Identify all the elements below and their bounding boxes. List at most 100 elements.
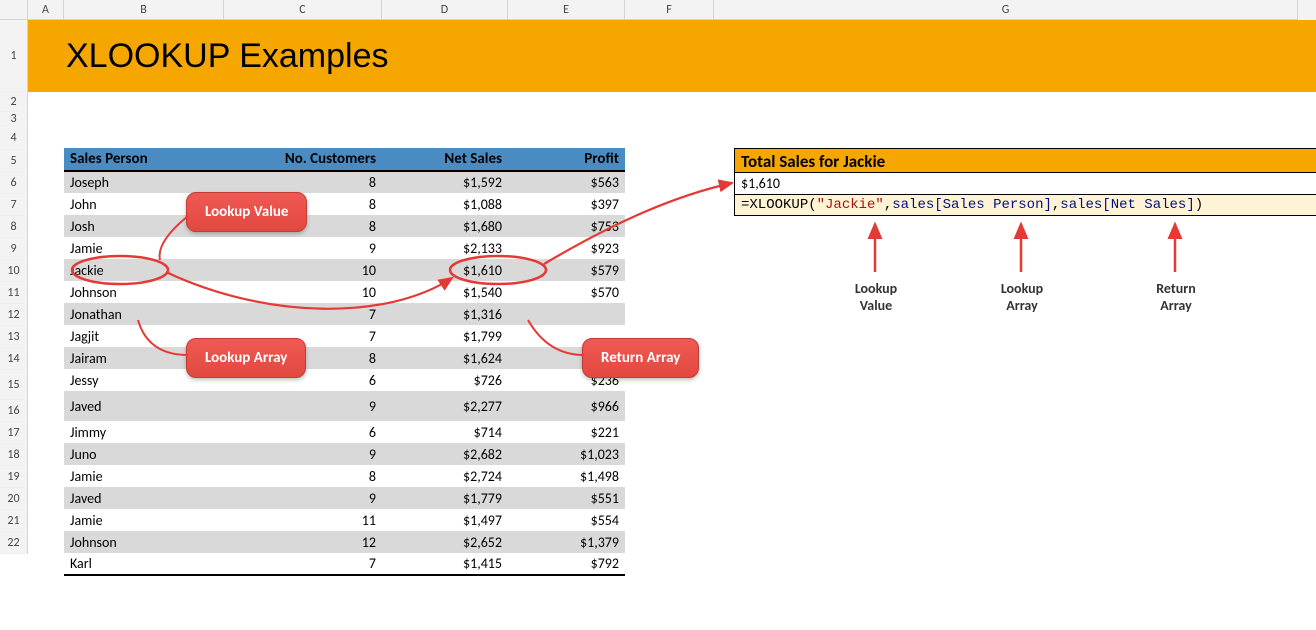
row-header-3[interactable]: 3 <box>0 112 28 126</box>
table-cell[interactable]: $726 <box>382 369 508 391</box>
table-cell[interactable]: Johnson <box>64 531 224 553</box>
table-cell[interactable]: 9 <box>224 487 382 509</box>
table-cell[interactable] <box>508 303 625 325</box>
table-cell[interactable]: 9 <box>224 391 382 421</box>
table-cell[interactable]: 12 <box>224 531 382 553</box>
row-header-21[interactable]: 21 <box>0 510 28 532</box>
row-header-20[interactable]: 20 <box>0 488 28 510</box>
row-header-10[interactable]: 10 <box>0 260 28 282</box>
table-cell[interactable]: $2,682 <box>382 443 508 465</box>
table-cell[interactable]: 8 <box>224 465 382 487</box>
table-cell[interactable]: $1,680 <box>382 215 508 237</box>
col-header-f[interactable]: F <box>625 0 714 20</box>
table-cell[interactable]: $221 <box>508 421 625 443</box>
table-cell[interactable]: $2,724 <box>382 465 508 487</box>
table-cell[interactable]: $2,133 <box>382 237 508 259</box>
table-cell[interactable]: $579 <box>508 259 625 281</box>
table-cell[interactable]: Jonathan <box>64 303 224 325</box>
row-header-5[interactable]: 5 <box>0 150 28 172</box>
table-cell[interactable]: $1,498 <box>508 465 625 487</box>
table-cell[interactable]: $2,277 <box>382 391 508 421</box>
table-row: Joseph8$1,592$563 <box>64 171 625 193</box>
table-cell[interactable]: 11 <box>224 509 382 531</box>
row-header-17[interactable]: 17 <box>0 422 28 444</box>
table-cell[interactable]: $714 <box>382 421 508 443</box>
table-cell[interactable]: $1,624 <box>382 347 508 369</box>
table-cell[interactable]: $1,316 <box>382 303 508 325</box>
row-header-4[interactable]: 4 <box>0 126 28 150</box>
table-cell[interactable]: 9 <box>224 443 382 465</box>
table-cell[interactable]: $1,088 <box>382 193 508 215</box>
table-row: Johnson10$1,540$570 <box>64 281 625 303</box>
row-header-11[interactable]: 11 <box>0 282 28 304</box>
table-cell[interactable]: 10 <box>224 259 382 281</box>
row-header-16[interactable]: 16 <box>0 400 28 422</box>
table-cell[interactable]: Jackie <box>64 259 224 281</box>
col-header-a[interactable]: A <box>28 0 64 20</box>
table-header-row: Sales Person No. Customers Net Sales Pro… <box>64 148 625 171</box>
table-cell[interactable]: Jamie <box>64 509 224 531</box>
table-cell[interactable]: 6 <box>224 421 382 443</box>
table-cell[interactable]: 10 <box>224 281 382 303</box>
table-cell[interactable]: $1,540 <box>382 281 508 303</box>
table-cell[interactable]: $1,799 <box>382 325 508 347</box>
table-cell[interactable]: $753 <box>508 215 625 237</box>
table-cell[interactable]: Juno <box>64 443 224 465</box>
table-cell[interactable]: 7 <box>224 553 382 575</box>
row-header-2[interactable]: 2 <box>0 92 28 112</box>
row-header-18[interactable]: 18 <box>0 444 28 466</box>
col-header-d[interactable]: D <box>382 0 508 20</box>
row-header-9[interactable]: 9 <box>0 238 28 260</box>
table-cell[interactable]: Johnson <box>64 281 224 303</box>
row-header-22[interactable]: 22 <box>0 532 28 554</box>
table-cell[interactable]: $1,497 <box>382 509 508 531</box>
th-no-customers[interactable]: No. Customers <box>224 148 382 171</box>
th-sales-person[interactable]: Sales Person <box>64 148 224 171</box>
table-cell[interactable]: Javed <box>64 487 224 509</box>
result-header[interactable]: Total Sales for Jackie <box>734 148 1316 172</box>
row-header-7[interactable]: 7 <box>0 194 28 216</box>
table-cell[interactable]: $1,779 <box>382 487 508 509</box>
table-cell[interactable]: Jimmy <box>64 421 224 443</box>
col-header-c[interactable]: C <box>224 0 382 20</box>
result-value[interactable]: $1,610 <box>734 172 1316 194</box>
col-header-b[interactable]: B <box>64 0 224 20</box>
row-header-15[interactable]: 15 <box>0 370 28 400</box>
table-cell[interactable]: Jamie <box>64 237 224 259</box>
table-cell[interactable]: $2,652 <box>382 531 508 553</box>
sheet-content: XLOOKUP Examples Sales Person No. Custom… <box>28 20 1316 630</box>
row-header-8[interactable]: 8 <box>0 216 28 238</box>
table-cell[interactable]: 7 <box>224 303 382 325</box>
table-cell[interactable]: Karl <box>64 553 224 575</box>
select-all-corner[interactable] <box>0 0 28 20</box>
table-cell[interactable]: $1,415 <box>382 553 508 575</box>
th-net-sales[interactable]: Net Sales <box>382 148 508 171</box>
table-cell[interactable]: $570 <box>508 281 625 303</box>
row-header-1[interactable]: 1 <box>0 20 28 92</box>
table-cell[interactable]: $1,023 <box>508 443 625 465</box>
table-cell[interactable]: $1,379 <box>508 531 625 553</box>
table-cell[interactable]: Jamie <box>64 465 224 487</box>
table-cell[interactable]: 9 <box>224 237 382 259</box>
result-formula[interactable]: =XLOOKUP("Jackie",sales[Sales Person],sa… <box>734 194 1316 216</box>
col-header-e[interactable]: E <box>508 0 625 20</box>
table-cell[interactable]: $792 <box>508 553 625 575</box>
table-cell[interactable]: $551 <box>508 487 625 509</box>
table-cell[interactable]: $563 <box>508 171 625 193</box>
table-cell[interactable]: 8 <box>224 171 382 193</box>
table-cell[interactable]: $1,610 <box>382 259 508 281</box>
table-cell[interactable]: $966 <box>508 391 625 421</box>
table-cell[interactable]: Javed <box>64 391 224 421</box>
table-cell[interactable]: $554 <box>508 509 625 531</box>
row-header-19[interactable]: 19 <box>0 466 28 488</box>
table-cell[interactable]: $923 <box>508 237 625 259</box>
table-cell[interactable]: $397 <box>508 193 625 215</box>
col-header-g[interactable]: G <box>714 0 1298 20</box>
th-profit[interactable]: Profit <box>508 148 625 171</box>
row-header-6[interactable]: 6 <box>0 172 28 194</box>
table-cell[interactable]: Joseph <box>64 171 224 193</box>
table-cell[interactable]: $1,592 <box>382 171 508 193</box>
row-header-12[interactable]: 12 <box>0 304 28 326</box>
row-header-14[interactable]: 14 <box>0 348 28 370</box>
row-header-13[interactable]: 13 <box>0 326 28 348</box>
